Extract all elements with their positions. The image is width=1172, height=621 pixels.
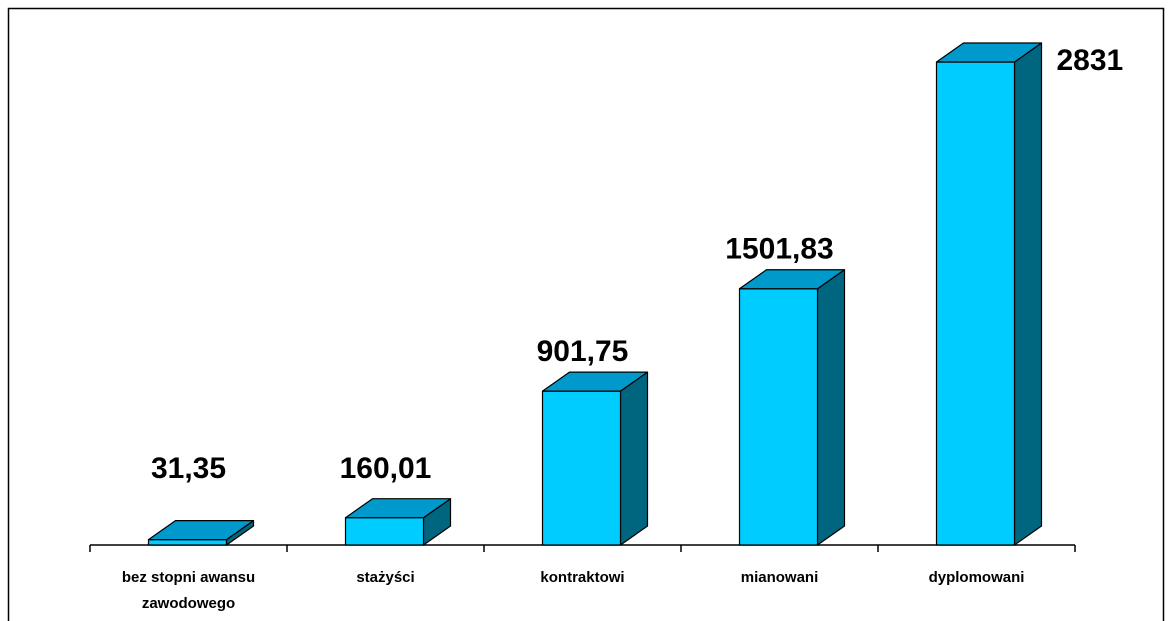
- bar: [935, 42, 1043, 546]
- bar-front: [344, 517, 425, 546]
- x-tick-label: dyplomowani: [929, 569, 1025, 586]
- bar-side: [1013, 42, 1043, 546]
- bar-top: [738, 269, 846, 290]
- data-label: 160,01: [340, 452, 432, 485]
- data-label: 901,75: [537, 335, 629, 368]
- bar: [541, 371, 649, 546]
- x-tick-label: mianowani: [741, 569, 819, 586]
- bar: [147, 520, 255, 546]
- bar: [344, 498, 452, 546]
- bar-side: [619, 371, 649, 546]
- bar-front: [935, 61, 1016, 546]
- x-tick-label: bez stopni awansu zawodowego: [122, 569, 255, 612]
- data-label: 2831: [1057, 44, 1124, 77]
- bar-top: [344, 498, 452, 519]
- data-label: 1501,83: [725, 233, 833, 266]
- bar-front: [738, 288, 819, 546]
- bar-top: [935, 42, 1043, 63]
- bar-front: [147, 539, 228, 546]
- bar: [738, 269, 846, 546]
- x-tick-label: kontraktowi: [540, 569, 624, 586]
- bar-top: [541, 371, 649, 392]
- bar-side: [816, 269, 846, 546]
- x-tick-label: stażyści: [356, 569, 414, 586]
- bar-front: [541, 390, 622, 546]
- data-label: 31,35: [151, 452, 226, 485]
- bar-top: [147, 520, 255, 541]
